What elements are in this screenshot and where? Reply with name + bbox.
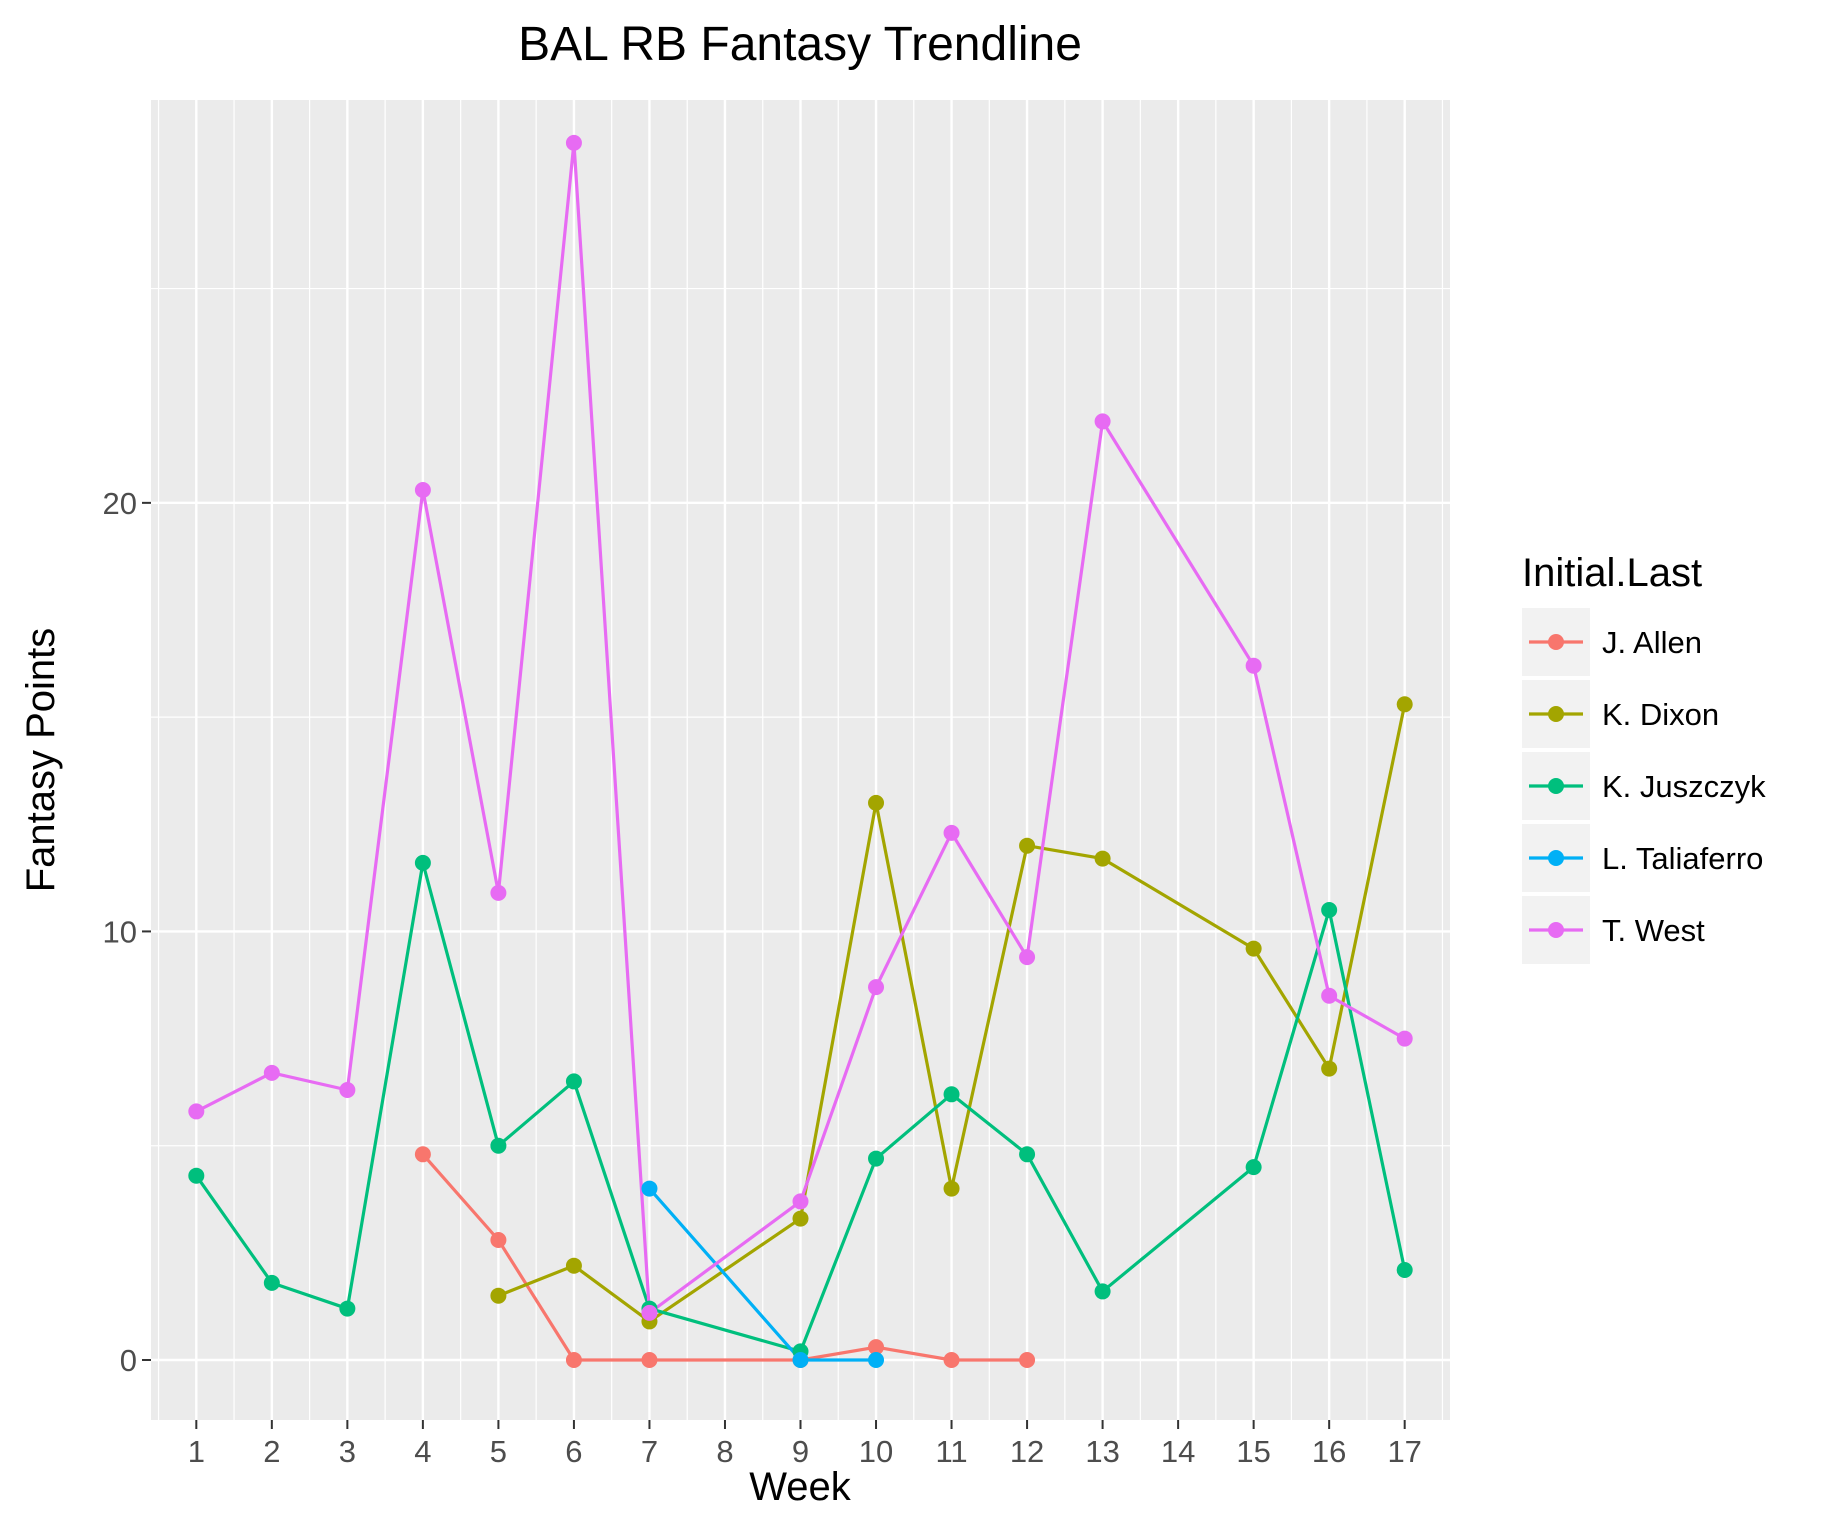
data-point bbox=[1321, 902, 1338, 918]
data-point bbox=[490, 1137, 507, 1154]
data-point bbox=[868, 1352, 885, 1368]
legend-label: K. Juszczyk bbox=[1602, 769, 1766, 804]
x-tick-label: 15 bbox=[1236, 1434, 1270, 1469]
y-tick-label: 0 bbox=[120, 1343, 137, 1378]
x-tick-label: 4 bbox=[414, 1434, 431, 1469]
data-point bbox=[188, 1167, 205, 1184]
data-point bbox=[792, 1352, 809, 1368]
data-point bbox=[490, 1232, 507, 1248]
data-point bbox=[943, 1180, 960, 1197]
data-point bbox=[490, 1287, 507, 1304]
series-line bbox=[421, 1153, 1028, 1362]
x-axis-title: Week bbox=[749, 1465, 852, 1509]
x-tick-label: 16 bbox=[1312, 1434, 1346, 1469]
data-point bbox=[868, 1150, 885, 1167]
data-point bbox=[943, 824, 960, 841]
data-point bbox=[1245, 657, 1262, 674]
data-point bbox=[188, 1103, 205, 1120]
data-point bbox=[1019, 837, 1036, 854]
chart-title: BAL RB Fantasy Trendline bbox=[518, 18, 1082, 71]
data-point bbox=[641, 1180, 658, 1197]
legend-key-point bbox=[1548, 706, 1564, 722]
data-point bbox=[1321, 987, 1338, 1004]
y-tick-label: 10 bbox=[103, 914, 137, 949]
data-point bbox=[565, 1257, 582, 1274]
data-point bbox=[414, 482, 431, 498]
legend-key-point bbox=[1548, 850, 1564, 866]
x-tick-label: 5 bbox=[490, 1434, 507, 1469]
y-axis-title: Fantasy Points bbox=[19, 628, 63, 893]
data-point bbox=[339, 1082, 356, 1098]
y-tick-label: 20 bbox=[103, 486, 137, 521]
x-tick-label: 13 bbox=[1085, 1434, 1119, 1469]
data-point bbox=[490, 884, 507, 901]
x-tick-label: 10 bbox=[859, 1434, 893, 1469]
data-point bbox=[943, 1086, 960, 1103]
data-point bbox=[339, 1300, 356, 1317]
data-point bbox=[414, 1146, 431, 1163]
legend-label: J. Allen bbox=[1602, 625, 1702, 660]
data-point bbox=[1245, 940, 1262, 957]
data-point bbox=[565, 134, 582, 151]
legend-key-point bbox=[1548, 778, 1564, 794]
x-tick-label: 14 bbox=[1161, 1434, 1195, 1469]
data-point bbox=[1245, 1159, 1262, 1176]
data-point bbox=[1019, 949, 1036, 966]
x-tick-label: 1 bbox=[188, 1434, 205, 1469]
x-tick-label: 3 bbox=[339, 1434, 356, 1469]
data-point bbox=[1094, 1283, 1111, 1300]
x-tick-label: 7 bbox=[641, 1434, 658, 1469]
data-point bbox=[868, 1339, 885, 1356]
data-point bbox=[1396, 696, 1413, 713]
legend-key-point bbox=[1548, 634, 1564, 650]
data-point bbox=[1094, 413, 1111, 430]
data-point bbox=[641, 1304, 658, 1321]
data-point bbox=[565, 1073, 582, 1090]
data-point bbox=[263, 1274, 280, 1291]
data-point bbox=[1396, 1262, 1413, 1278]
x-tick-label: 9 bbox=[792, 1434, 809, 1469]
data-point bbox=[414, 854, 431, 871]
x-tick-label: 2 bbox=[263, 1434, 280, 1469]
legend-label: T. West bbox=[1602, 913, 1705, 948]
data-point bbox=[565, 1352, 582, 1368]
data-point bbox=[792, 1210, 809, 1227]
data-point bbox=[1094, 850, 1111, 867]
data-point bbox=[1019, 1352, 1036, 1368]
x-tick-label: 11 bbox=[935, 1434, 967, 1469]
legend-label: L. Taliaferro bbox=[1602, 841, 1763, 876]
x-tick-label: 12 bbox=[1010, 1434, 1044, 1469]
data-point bbox=[868, 979, 885, 996]
legend: Initial.Last J. Allen K. Dixon K. Juszczyk… bbox=[1522, 551, 1766, 964]
data-point bbox=[263, 1064, 280, 1081]
data-point bbox=[641, 1352, 658, 1368]
data-point bbox=[792, 1193, 809, 1210]
data-point bbox=[1396, 1030, 1413, 1047]
data-point bbox=[868, 794, 885, 811]
x-tick-label: 6 bbox=[565, 1434, 582, 1469]
data-point bbox=[1321, 1060, 1338, 1077]
legend-label: K. Dixon bbox=[1602, 697, 1719, 732]
legend-title: Initial.Last bbox=[1522, 551, 1702, 595]
legend-key-point bbox=[1548, 922, 1564, 938]
data-point bbox=[1019, 1146, 1036, 1163]
x-tick-label: 17 bbox=[1387, 1434, 1421, 1469]
x-tick-label: 8 bbox=[716, 1434, 733, 1469]
data-point bbox=[943, 1352, 960, 1368]
